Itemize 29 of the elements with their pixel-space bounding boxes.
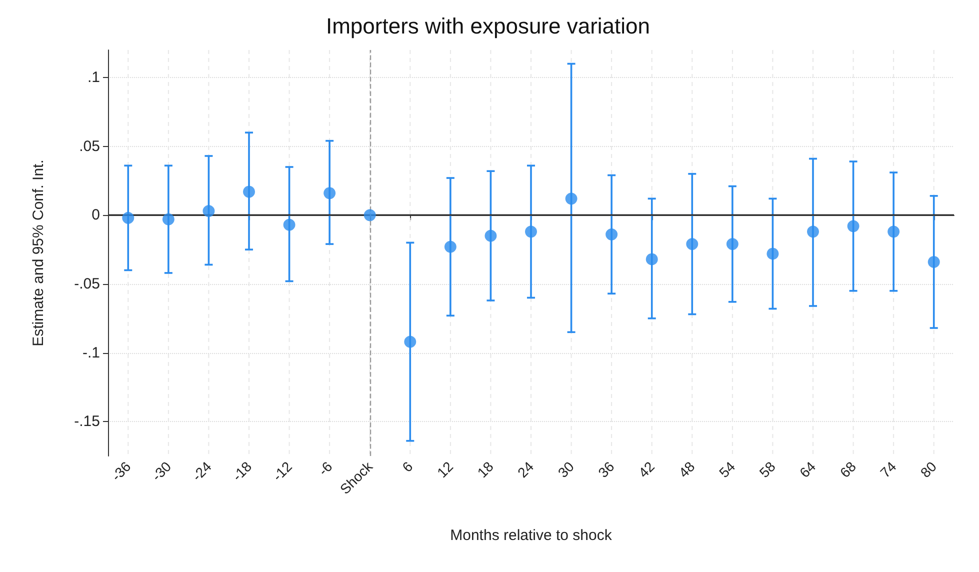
y-tick-label: .05 [79,138,100,155]
x-tick-label: 80 [917,458,940,481]
y-tick-label: .1 [87,69,100,86]
y-tick-label: -.15 [74,413,100,430]
chart-title: Importers with exposure variation [326,14,650,38]
x-tick-label: 42 [635,458,658,481]
x-tick-label: -18 [229,458,255,484]
x-tick-label: 36 [594,458,618,481]
y-tick-label: 0 [92,206,100,224]
y-tick-label: -.05 [74,275,100,292]
x-tick-label: -12 [269,458,296,484]
x-tick-label: 58 [756,458,779,481]
x-tick-label: -24 [188,458,215,484]
x-tick-label: 12 [434,458,456,481]
x-tick-label: -6 [315,458,336,478]
x-tick-label: 48 [675,458,698,481]
x-tick-label: 24 [514,458,537,481]
y-tick-label: -.1 [82,344,100,362]
x-tick-label: 18 [474,458,497,481]
x-tick-label: 68 [836,458,860,481]
x-tick-label: 30 [554,458,578,481]
x-axis-title: Months relative to shock [450,527,612,544]
x-tick-label: 54 [716,458,738,481]
x-tick-label: 74 [876,458,900,481]
y-axis-title: Estimate and 95% Conf. Int. [30,160,47,346]
x-tick-label: -36 [108,458,134,484]
x-tick-label: 6 [398,458,416,476]
x-tick-label: -30 [148,458,174,484]
x-tick-label: 64 [796,458,819,481]
